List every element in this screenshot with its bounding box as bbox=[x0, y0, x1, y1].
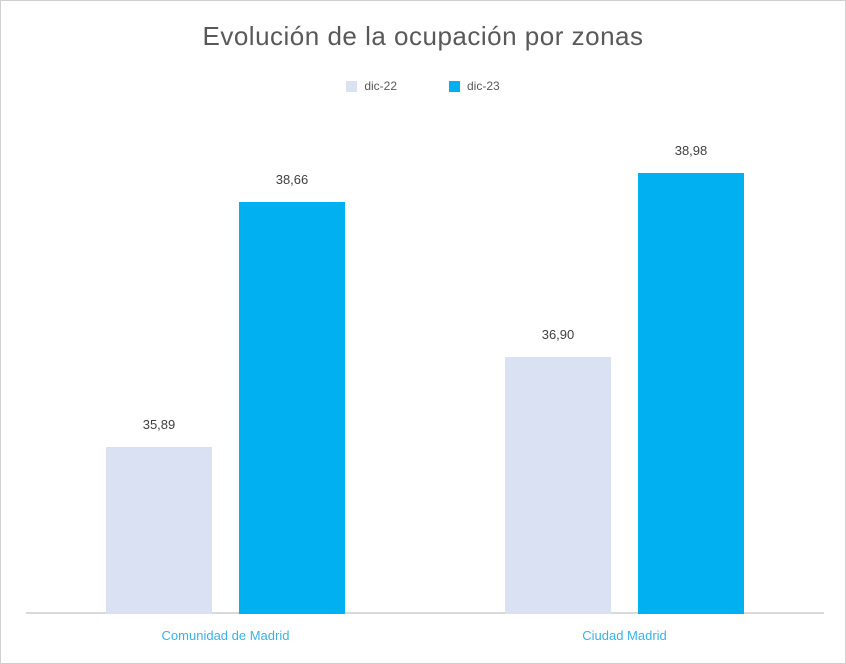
bar-dic-23-comunidad-de-madrid bbox=[239, 202, 345, 614]
category-label-ciudad-madrid: Ciudad Madrid bbox=[582, 628, 667, 643]
bar-dic-23-ciudad-madrid bbox=[638, 173, 744, 614]
legend-swatch-icon bbox=[449, 80, 460, 92]
bar-dic-22-ciudad-madrid bbox=[505, 357, 611, 614]
category-label-comunidad-de-madrid: Comunidad de Madrid bbox=[161, 628, 290, 643]
legend-swatch-icon bbox=[346, 80, 358, 92]
legend-item-dic-22: dic-22 bbox=[346, 79, 397, 93]
plot-area: 35,89 38,66 36,90 38,98 bbox=[26, 83, 824, 614]
legend: dic-22 dic-23 bbox=[1, 79, 845, 93]
value-label-dic-22-ciudad-madrid: 36,90 bbox=[541, 327, 575, 342]
chart-title: Evolución de la ocupación por zonas bbox=[202, 21, 644, 51]
legend-item-dic-23: dic-23 bbox=[449, 79, 500, 93]
value-label-dic-23-ciudad-madrid: 38,98 bbox=[674, 143, 708, 158]
legend-label: dic-22 bbox=[364, 79, 397, 93]
bar-dic-22-comunidad-de-madrid bbox=[106, 447, 212, 614]
legend-label: dic-23 bbox=[467, 79, 500, 93]
value-label-dic-22-comunidad-de-madrid: 35,89 bbox=[142, 417, 176, 432]
category-axis: Comunidad de Madrid Ciudad Madrid bbox=[26, 628, 824, 648]
value-label-dic-23-comunidad-de-madrid: 38,66 bbox=[275, 172, 309, 187]
x-axis-line bbox=[26, 612, 824, 614]
